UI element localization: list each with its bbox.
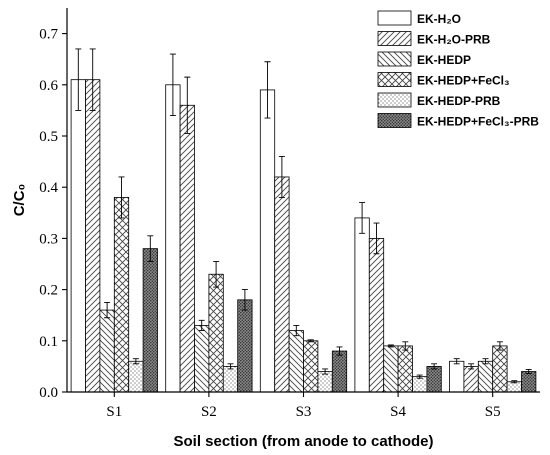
- bar-1-s5: [449, 360, 465, 393]
- bar-3-s4: [383, 345, 399, 393]
- bar-4-s4: [397, 345, 413, 393]
- error-bar-2-s2: [184, 76, 191, 134]
- bar-5-s3: [317, 371, 333, 393]
- bar-5-s5: [506, 381, 522, 393]
- legend-swatch-3: [377, 51, 412, 67]
- x-tick-label-s3: S3: [296, 404, 312, 420]
- error-bar-5-s3: [322, 368, 329, 375]
- error-bar-6-s1: [147, 235, 154, 262]
- y-tick-label: 0.6: [39, 78, 58, 94]
- x-tick-label-s1: S1: [106, 404, 122, 420]
- error-bar-6-s4: [431, 363, 438, 370]
- y-tick-label: 0.1: [39, 334, 58, 350]
- error-bar-4-s2: [213, 260, 220, 288]
- error-bar-3-s4: [387, 344, 394, 348]
- error-bar-4-s1: [118, 176, 125, 219]
- error-bar-5-s4: [416, 374, 423, 379]
- bar-4-s1: [113, 197, 130, 393]
- bar-6-s4: [426, 365, 442, 393]
- bar-4-s2: [208, 273, 224, 393]
- bar-4-s3: [303, 340, 319, 393]
- y-tick-label: 0.2: [39, 283, 58, 299]
- y-tick-label: 0.0: [39, 385, 58, 401]
- legend-label-6: EK-HEDP+FeCl₃-PRB: [417, 115, 539, 129]
- bar-5-s1: [128, 360, 144, 393]
- bar-2-s4: [368, 237, 385, 393]
- bar-3-s3: [288, 330, 304, 393]
- legend-label-1: EK-H₂O: [417, 12, 461, 26]
- x-tick-label-s4: S4: [390, 404, 406, 420]
- error-bar-5-s5: [511, 380, 518, 384]
- bar-2-s2: [179, 104, 195, 393]
- error-bar-5-s2: [227, 363, 234, 370]
- error-bar-3-s5: [482, 358, 489, 365]
- y-tick-label: 0.3: [39, 231, 58, 247]
- bar-5-s4: [412, 376, 428, 393]
- bar-1-s4: [354, 217, 370, 393]
- error-bar-5-s1: [132, 358, 139, 365]
- error-bar-3-s3: [293, 324, 300, 337]
- error-bar-4-s5: [496, 341, 503, 351]
- error-bar-1-s5: [453, 358, 460, 365]
- error-bar-6-s3: [336, 346, 343, 356]
- legend-label-2: EK-H₂O-PRB: [417, 33, 491, 47]
- bar-1-s1: [70, 79, 86, 393]
- bar-6-s3: [331, 350, 348, 393]
- bar-3-s5: [477, 360, 494, 393]
- error-bar-6-s5: [525, 369, 532, 375]
- legend-swatch-5: [377, 92, 412, 108]
- legend-swatch-2: [377, 31, 412, 46]
- error-bar-1-s3: [264, 61, 271, 119]
- bar-1-s2: [165, 84, 181, 393]
- legend-label-4: EK-HEDP+FeCl₃: [417, 74, 510, 88]
- error-bar-6-s2: [241, 289, 248, 311]
- bar-2-s1: [85, 79, 101, 393]
- error-bar-1-s1: [75, 48, 82, 111]
- error-bar-2-s4: [373, 222, 380, 255]
- legend-label-3: EK-HEDP: [417, 53, 471, 67]
- bar-3-s2: [194, 325, 210, 393]
- error-bar-2-s5: [468, 363, 475, 370]
- y-tick-label: 0.7: [39, 27, 58, 43]
- error-bar-1-s4: [359, 202, 366, 234]
- bar-3-s1: [99, 309, 115, 393]
- error-bar-1-s2: [169, 53, 176, 116]
- bar-2-s3: [274, 176, 290, 393]
- error-bar-4-s4: [402, 341, 409, 351]
- legend-swatch-1: [377, 10, 412, 26]
- error-bar-3-s2: [198, 319, 205, 332]
- error-bar-4-s3: [307, 339, 314, 343]
- y-axis-title: C/C₀: [11, 184, 28, 217]
- y-tick-label: 0.5: [39, 129, 58, 145]
- x-tick-label-s2: S2: [201, 404, 217, 420]
- error-bar-2-s1: [89, 48, 96, 111]
- y-tick-label: 0.4: [39, 180, 58, 196]
- bar-2-s5: [463, 365, 479, 393]
- x-tick-label-s5: S5: [485, 404, 501, 420]
- error-bar-3-s1: [104, 301, 111, 319]
- bar-4-s5: [492, 345, 508, 393]
- bar-6-s1: [142, 248, 158, 393]
- legend-swatch-6: [377, 113, 412, 128]
- bar-6-s2: [237, 299, 253, 393]
- legend-label-5: EK-HEDP-PRB: [417, 94, 501, 108]
- plot-area: 0.0 0.1 0.2 0.3 0.4 0.5 0.6 0.7 S1 S2 S3 S4 S5 Soil s…: [11, 8, 540, 450]
- x-axis-title: Soil section (from anode to cathode): [173, 433, 433, 450]
- bar-6-s5: [521, 371, 537, 393]
- legend-swatch-4: [377, 72, 412, 87]
- bar-5-s2: [222, 365, 239, 393]
- bar-1-s3: [259, 89, 276, 393]
- error-bar-2-s3: [278, 156, 285, 198]
